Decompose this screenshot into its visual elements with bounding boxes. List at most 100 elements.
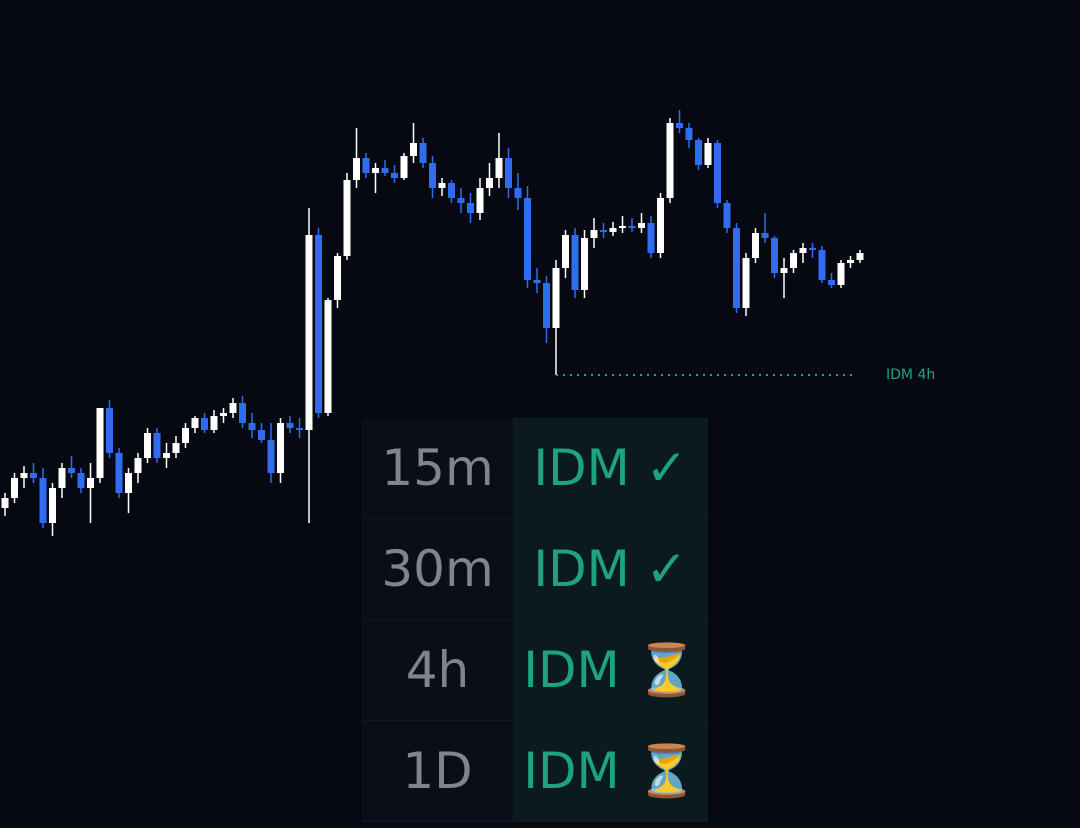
candle-body (305, 235, 313, 430)
candle-body (571, 235, 579, 290)
candle-body (353, 158, 360, 180)
candle-body (856, 253, 864, 260)
candle-body (590, 230, 598, 238)
candle-body (106, 408, 113, 453)
candle-body (562, 235, 569, 268)
candle-body (514, 188, 522, 198)
candle-body (58, 468, 66, 488)
candle-body (609, 228, 617, 232)
candle-body (847, 260, 854, 263)
candle-body (391, 173, 398, 178)
candle-body (828, 280, 835, 285)
candle-body (201, 418, 208, 430)
candle-body (182, 428, 189, 443)
timeframe: 4h (362, 619, 513, 721)
candle-body (429, 163, 436, 188)
candle-body (457, 198, 465, 203)
status-table: 15m IDM ✓ 30m IDM ✓ 4h IDM ⏳ 1D IDM ⏳ (362, 418, 708, 822)
candle-body (277, 423, 284, 473)
candle-body (248, 423, 256, 430)
status: IDM ✓ (513, 518, 708, 620)
candle-body (467, 203, 474, 213)
candle-body (381, 168, 389, 173)
timeframe: 30m (362, 518, 513, 620)
status: IDM ⏳ (513, 720, 708, 822)
candle-body (733, 228, 740, 308)
candle-body (486, 178, 493, 188)
candle-body (220, 413, 227, 416)
candle-body (191, 418, 199, 428)
candle-body (818, 250, 826, 280)
candle-body (647, 223, 655, 253)
candle-body (495, 158, 503, 178)
candle-body (77, 473, 85, 488)
table-row: 15m IDM ✓ (362, 418, 708, 519)
candle-body (87, 478, 94, 488)
candle-body (619, 226, 626, 228)
candle-body (324, 300, 332, 413)
candle-body (144, 433, 151, 458)
candle-body (134, 458, 142, 473)
table-row: 30m IDM ✓ (362, 518, 708, 620)
candle-body (49, 488, 56, 523)
candle-body (163, 453, 170, 458)
candle-body (258, 430, 265, 440)
candle-body (685, 128, 693, 140)
candle-body (761, 233, 769, 238)
candle-body (790, 253, 797, 268)
candle-body (343, 180, 351, 256)
candle-body (410, 143, 417, 156)
candle-body (419, 143, 427, 163)
candle-body (448, 183, 455, 198)
candle-body (400, 156, 408, 178)
candle-body (657, 198, 664, 253)
candle-body (267, 440, 275, 473)
candle-body (229, 403, 237, 413)
candle-body (704, 143, 712, 165)
timeframe: 15m (362, 418, 513, 519)
candle-body (695, 140, 702, 165)
candle-body (524, 198, 531, 280)
candle-body (676, 123, 683, 128)
candle-body (125, 473, 132, 493)
candle-body (638, 223, 645, 228)
candle-body (210, 416, 218, 430)
candle-body (752, 233, 759, 258)
candle-body (286, 423, 294, 428)
status: IDM ✓ (513, 418, 708, 519)
candle-body (799, 248, 807, 253)
candle-body (771, 238, 778, 273)
candle-body (172, 443, 180, 453)
candle-body (239, 403, 246, 423)
table-row: 1D IDM ⏳ (362, 720, 708, 822)
level-label: IDM 4h (886, 367, 935, 383)
timeframe: 1D (362, 720, 513, 822)
candle-body (96, 408, 104, 478)
candle-body (714, 143, 721, 203)
candle-body (533, 280, 541, 283)
candle-body (20, 473, 28, 478)
candle-body (543, 283, 550, 328)
table-row: 4h IDM ⏳ (362, 619, 708, 721)
candle-body (296, 428, 303, 430)
candle-body (742, 258, 750, 308)
candle-body (153, 433, 161, 458)
candle-body (1, 498, 9, 508)
candle-body (837, 263, 845, 285)
candle-body (552, 268, 560, 328)
candle-body (30, 473, 37, 478)
candle-body (115, 453, 123, 493)
candle-body (505, 158, 512, 188)
candle-body (809, 248, 816, 250)
candle-body (780, 268, 788, 273)
candle-body (600, 230, 607, 232)
candle-body (334, 256, 341, 300)
candle-body (723, 203, 731, 228)
status: IDM ⏳ (513, 619, 708, 721)
candle-body (628, 226, 636, 228)
candle-body (39, 478, 47, 523)
candle-body (372, 168, 379, 173)
candle-body (476, 188, 484, 213)
